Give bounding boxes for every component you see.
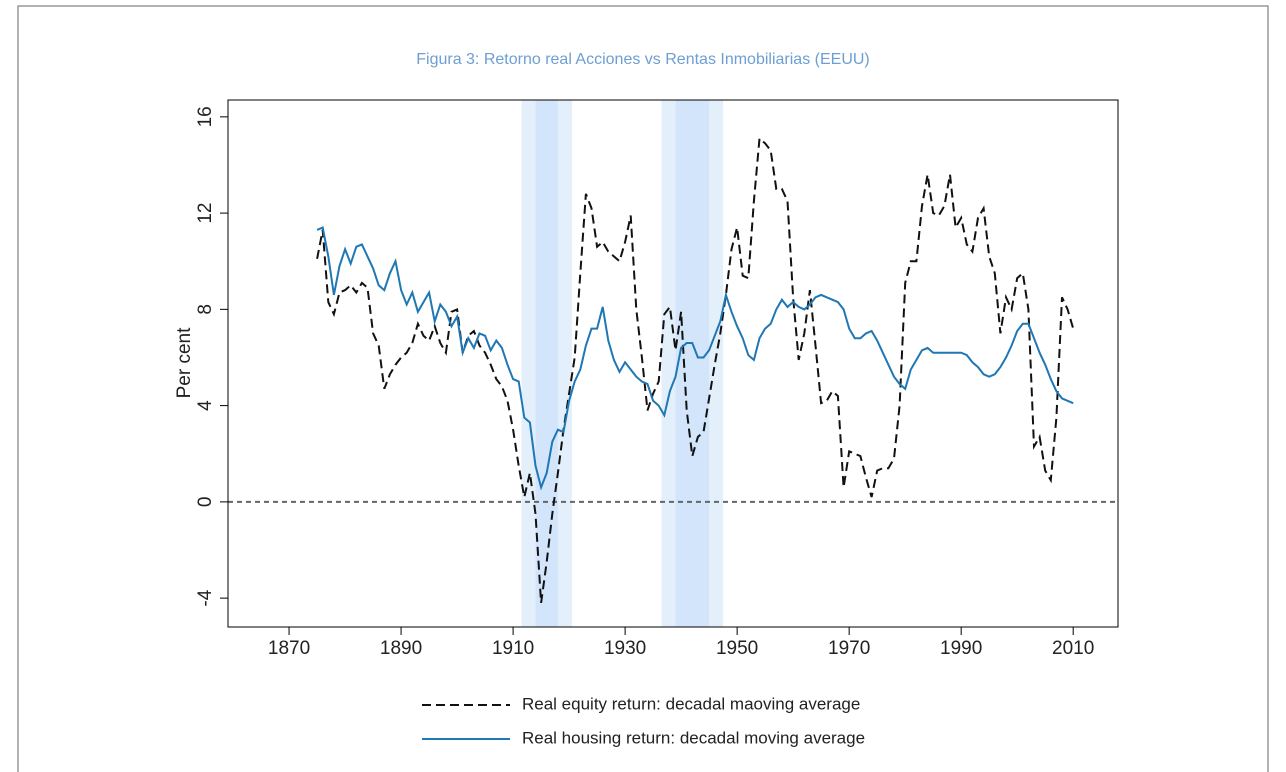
y-tick-label: 4 xyxy=(195,400,216,411)
legend-label: Real housing return: decadal moving aver… xyxy=(522,728,865,747)
legend-label: Real equity return: decadal maoving aver… xyxy=(522,694,860,713)
y-tick-label: 16 xyxy=(195,106,216,127)
shaded-region-core xyxy=(675,100,710,627)
y-axis-label: Per cent xyxy=(174,327,195,398)
frame xyxy=(17,5,1269,772)
plot-frame xyxy=(227,99,1119,628)
x-tick-label: 1930 xyxy=(604,638,646,659)
y-tick-label: 0 xyxy=(195,497,216,508)
y-tick-label: 8 xyxy=(195,304,216,315)
x-tick-label: 1870 xyxy=(268,638,310,659)
x-tick-label: 1950 xyxy=(716,638,758,659)
x-tick-label: 1990 xyxy=(940,638,982,659)
y-tick-label: 12 xyxy=(195,203,216,224)
x-tick-label: 1910 xyxy=(492,638,534,659)
series-line xyxy=(316,226,1074,491)
x-tick-label: 2010 xyxy=(1052,638,1094,659)
x-tick-label: 1970 xyxy=(828,638,870,659)
chart-title: Figura 3: Retorno real Acciones vs Renta… xyxy=(416,51,870,68)
x-tick-label: 1890 xyxy=(380,638,422,659)
y-tick-label: -4 xyxy=(195,589,216,606)
shaded-region-core xyxy=(535,100,558,627)
